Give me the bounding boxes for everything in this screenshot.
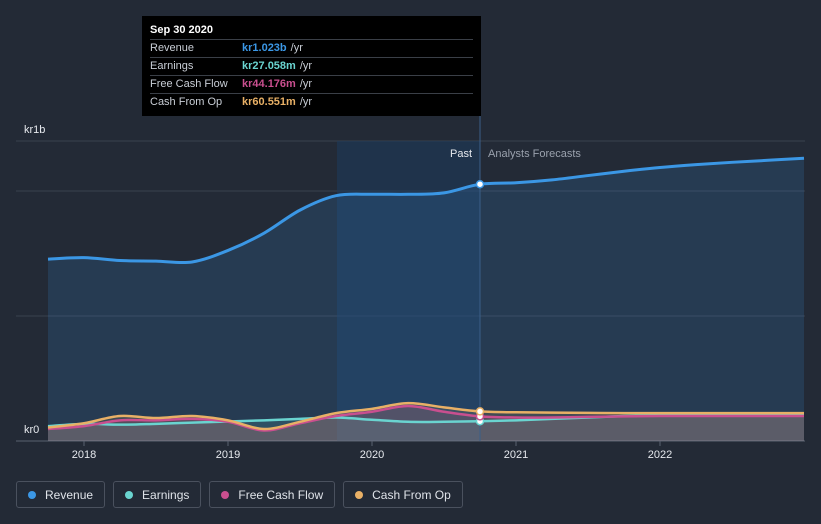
legend-item-revenue[interactable]: Revenue bbox=[16, 481, 106, 508]
tooltip-row-cash-from-op: Cash From Op kr60.551m /yr bbox=[150, 93, 473, 111]
x-tick-label: 2019 bbox=[216, 449, 240, 461]
tooltip-date: Sep 30 2020 bbox=[150, 24, 213, 36]
legend-dot-icon bbox=[355, 490, 364, 499]
marker-cash-from-op bbox=[475, 407, 485, 416]
tooltip-row-earnings: Earnings kr27.058m /yr bbox=[150, 57, 473, 75]
tooltip-value: kr44.176m bbox=[242, 78, 296, 90]
tooltip-unit: /yr bbox=[290, 42, 303, 54]
line-revenue bbox=[47, 156, 805, 265]
tooltip-unit: /yr bbox=[299, 96, 313, 108]
legend-dot-icon bbox=[125, 490, 134, 499]
legend-label: Revenue bbox=[45, 487, 94, 502]
tooltip-label: Revenue bbox=[150, 42, 195, 54]
x-axis-ticks: 2018 2019 2020 2021 2022 bbox=[72, 441, 672, 461]
legend-label: Cash From Op bbox=[372, 487, 451, 502]
line-free-cash-flow bbox=[47, 404, 804, 432]
forecast-label: Analysts Forecasts bbox=[488, 148, 581, 160]
legend-label: Free Cash Flow bbox=[238, 487, 324, 502]
tooltip-label: Free Cash Flow bbox=[150, 78, 228, 90]
area-earnings bbox=[48, 414, 804, 441]
tooltip-value: kr60.551m bbox=[242, 96, 296, 108]
tooltip-value: kr27.058m bbox=[242, 60, 296, 72]
marker-revenue bbox=[475, 179, 485, 189]
line-cash-from-op bbox=[47, 401, 804, 431]
legend-item-earnings[interactable]: Earnings bbox=[113, 481, 202, 508]
legend-item-cash-from-op[interactable]: Cash From Op bbox=[343, 481, 463, 508]
tooltip-value: kr1.023b bbox=[242, 42, 287, 54]
past-label: Past bbox=[450, 148, 472, 160]
chart-legend: Revenue Earnings Free Cash Flow Cash Fro… bbox=[16, 481, 471, 508]
x-tick-label: 2020 bbox=[360, 449, 384, 461]
tooltip-label: Earnings bbox=[150, 60, 194, 72]
tooltip-unit: /yr bbox=[299, 78, 313, 90]
legend-dot-icon bbox=[221, 490, 230, 499]
legend-label: Earnings bbox=[142, 487, 190, 502]
tooltip-label: Cash From Op bbox=[150, 96, 223, 108]
hover-markers bbox=[475, 179, 485, 426]
tooltip-row-revenue: Revenue kr1.023b /yr bbox=[150, 39, 473, 57]
tooltip-unit: /yr bbox=[299, 60, 313, 72]
legend-item-free-cash-flow[interactable]: Free Cash Flow bbox=[209, 481, 336, 508]
legend-dot-icon bbox=[28, 490, 36, 499]
x-tick-label: 2018 bbox=[72, 449, 96, 461]
x-tick-label: 2021 bbox=[504, 449, 528, 461]
y-tick-top: kr1b bbox=[24, 124, 45, 136]
area-revenue bbox=[48, 158, 804, 441]
tooltip-row-free-cash-flow: Free Cash Flow kr44.176m /yr bbox=[150, 75, 473, 93]
y-tick-bottom: kr0 bbox=[24, 424, 39, 436]
x-tick-label: 2022 bbox=[648, 449, 672, 461]
hover-tooltip: Sep 30 2020 Revenue kr1.023b /yr Earning… bbox=[142, 16, 481, 116]
series-lines bbox=[47, 156, 805, 432]
series-areas bbox=[48, 158, 804, 441]
area-free-cash-flow bbox=[48, 405, 804, 441]
